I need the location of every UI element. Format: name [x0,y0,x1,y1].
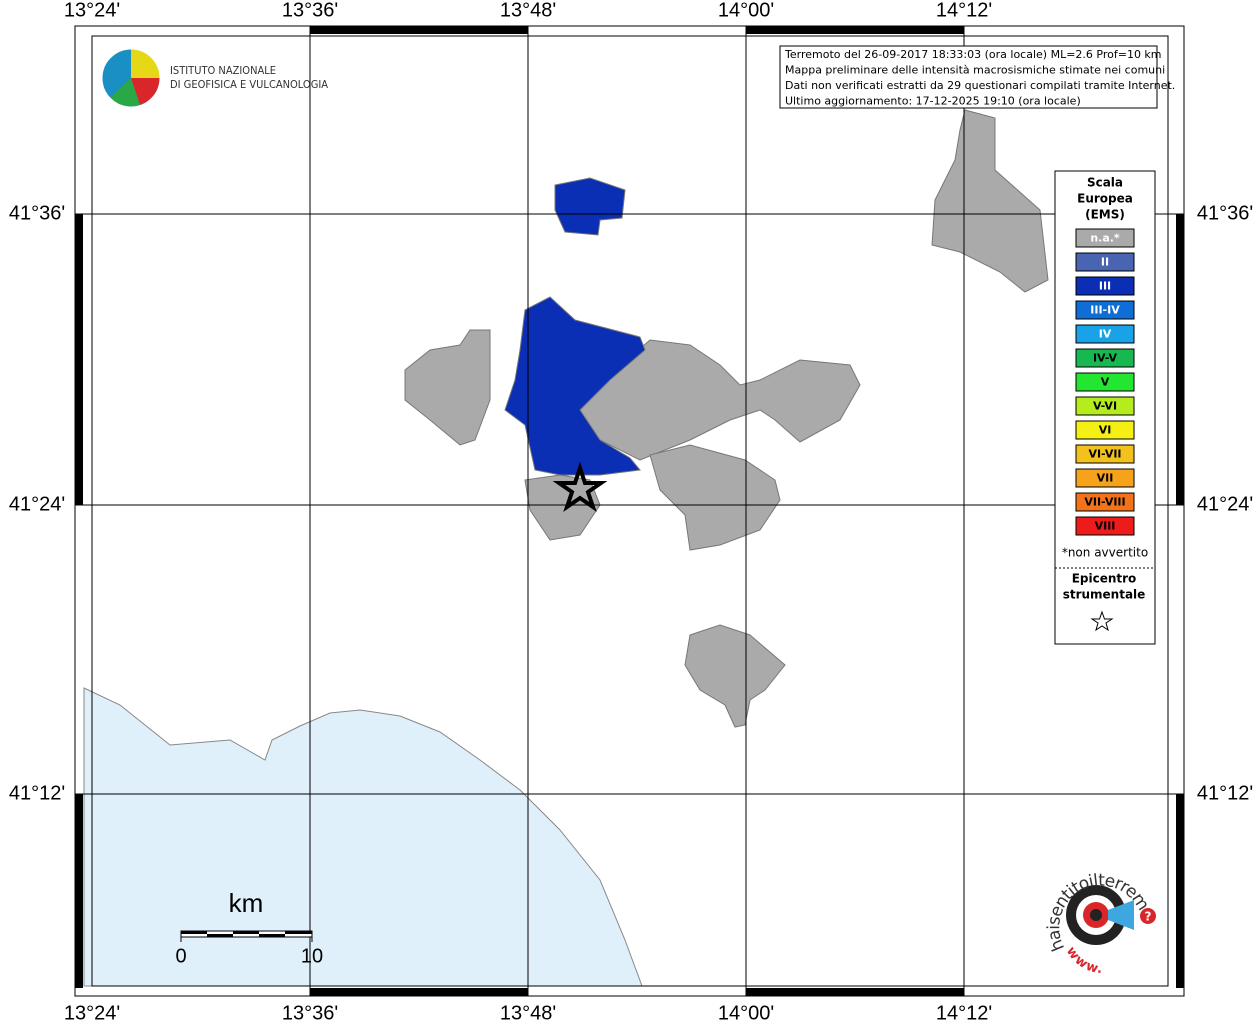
info-line: Terremoto del 26-09-2017 18:33:03 (ora l… [784,48,1162,61]
lat-label: 41°24' [1197,493,1253,515]
lon-label: 14°12' [936,0,992,21]
legend-swatch [1075,492,1135,512]
legend: ScalaEuropea(EMS)n.a.*IIIIIIII-IVIVIV-VV… [1054,170,1156,645]
info-line: Dati non verificati estratti da 29 quest… [785,79,1175,92]
lon-label: 13°48' [500,0,556,21]
lat-label: 41°36' [1197,202,1253,224]
legend-label: VI-VII [1088,448,1121,461]
info-box: Terremoto del 26-09-2017 18:33:03 (ora l… [779,45,1175,109]
legend-label: V [1101,376,1110,389]
legend-swatch [1075,468,1135,488]
legend-swatch [1075,300,1135,320]
scale-label: 10 [301,945,323,967]
legend-swatch [1075,276,1135,296]
legend-swatch [1075,516,1135,536]
scale-label: 0 [175,945,186,967]
legend-label: VI [1099,424,1112,437]
lon-label: 14°00' [718,0,774,21]
legend-swatch [1075,420,1135,440]
lat-label: 41°24' [9,493,65,515]
legend-label: VII-VIII [1084,496,1125,509]
lon-label: 13°24' [64,0,120,21]
lon-label: 13°36' [282,0,338,21]
legend-label: IV [1099,328,1112,341]
legend-label: IV-V [1093,352,1118,365]
ingv-logo: ISTITUTO NAZIONALE DI GEOFISICA E VULCAN… [101,48,328,108]
legend-epicentre: strumentale [1063,588,1146,602]
legend-swatch [1075,372,1135,392]
legend-epicentre: Epicentro [1072,572,1137,586]
lon-label: 13°48' [500,1002,556,1024]
scale-bar: km 0 10 [175,888,323,967]
legend-swatch [1075,396,1135,416]
legend-label: VIII [1095,520,1116,533]
logo-text: ISTITUTO NAZIONALE [170,64,276,77]
scale-unit: km [229,888,264,918]
municipalities [404,109,1049,728]
lon-label: 14°00' [718,1002,774,1024]
epicentre [552,461,608,513]
lon-label: 13°36' [282,1002,338,1024]
legend-swatch [1075,252,1135,272]
legend-label: III-IV [1090,304,1120,317]
site-logo-question: ? [1145,910,1152,924]
logo-text: DI GEOFISICA E VULCANOLOGIA [170,78,328,91]
graticule [74,25,1185,997]
legend-swatch [1075,324,1135,344]
legend-label: VII [1097,472,1114,485]
legend-label: II [1101,256,1109,269]
legend-swatch [1075,348,1135,368]
lat-label: 41°12' [9,782,65,804]
legend-title: Europea [1077,192,1133,206]
lat-label: 41°36' [9,202,65,224]
frame-ticks [75,26,1184,996]
legend-footnote: *non avvertito [1062,546,1148,560]
legend-title: Scala [1087,176,1123,190]
lat-label: 41°12' [1197,782,1253,804]
legend-label: III [1099,280,1111,293]
info-line: Ultimo aggiornamento: 17-12-2025 19:10 (… [785,95,1081,108]
lon-label: 14°12' [936,1002,992,1024]
legend-label: n.a.* [1090,232,1120,245]
legend-swatch [1075,444,1135,464]
info-line: Mappa preliminare delle intensità macros… [785,64,1165,77]
legend-star [1090,610,1114,632]
legend-swatch [1075,228,1135,248]
legend-title: (EMS) [1085,208,1125,222]
lon-label: 13°24' [64,1002,120,1024]
sea [83,687,643,987]
legend-label: V-VI [1093,400,1117,413]
